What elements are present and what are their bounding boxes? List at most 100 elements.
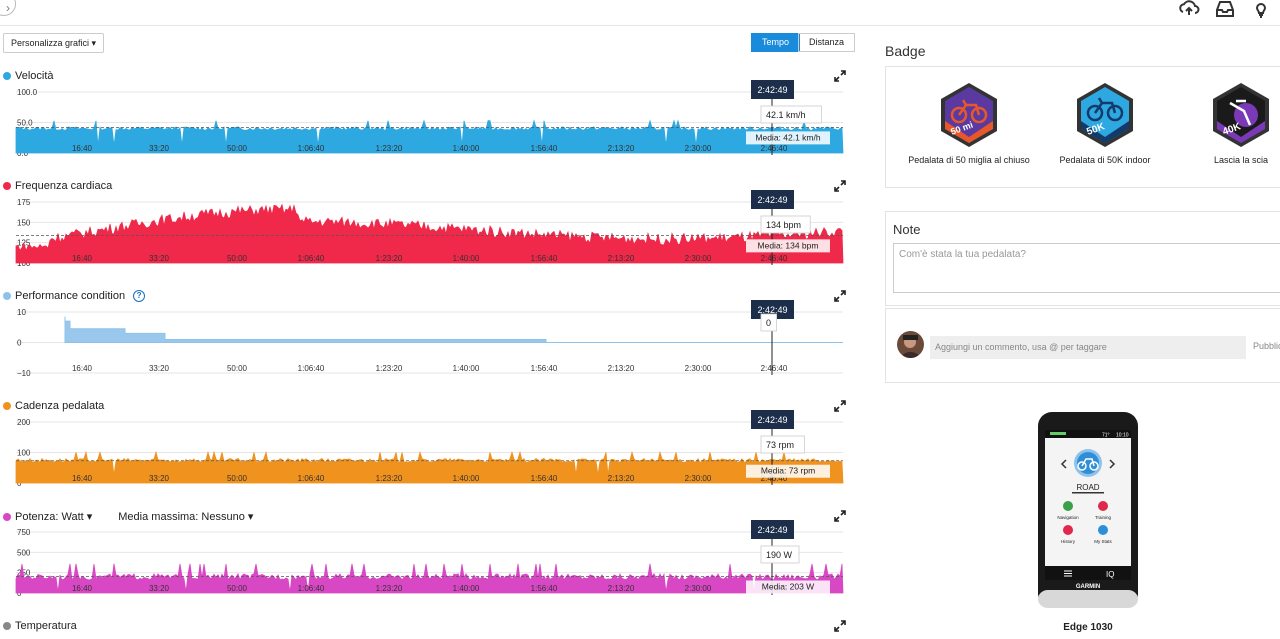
series-area [15, 119, 844, 154]
x-tick-label: 1:23:20 [376, 474, 403, 483]
chart-plot[interactable]: 10 0 −10 16:40 33:20 50:00 1:06:40 1:23:20 1:40:… [0, 300, 860, 398]
expand-icon[interactable] [834, 290, 846, 302]
x-tick-label: 50:00 [227, 364, 248, 373]
x-tick-label: 33:20 [149, 474, 170, 483]
max-average-dropdown[interactable]: Media massima: Nessuno ▾ [118, 511, 254, 523]
series-dot [3, 72, 11, 80]
y-tick-label: 750 [17, 528, 31, 537]
x-tick-label: 1:40:00 [453, 144, 480, 153]
average-label: Media: 203 W [762, 581, 814, 591]
customize-charts-dropdown[interactable]: Personalizza grafici ▾ [3, 33, 105, 53]
series-area [15, 203, 844, 264]
x-tick-label: 1:23:20 [376, 144, 403, 153]
badge-item[interactable]: 50 mi Pedalata di 50 miglia al chiuso [904, 81, 1034, 166]
x-tick-label: 1:06:40 [298, 584, 325, 593]
average-label: Media: 134 bpm [758, 240, 819, 250]
device-menu-label: My Stats [1094, 539, 1112, 544]
expand-icon[interactable] [834, 180, 846, 192]
chart-title: Performance condition? [3, 290, 146, 302]
x-tick-label: 2:30:00 [685, 144, 712, 153]
chart-title-text: Performance condition [15, 290, 126, 302]
device-brand: GARMIN [1076, 584, 1100, 590]
x-tick-label: 2:13:20 [608, 144, 635, 153]
x-tick-label: 2:13:20 [608, 584, 635, 593]
x-tick-label: 1:40:00 [453, 254, 480, 263]
notes-input[interactable]: Com'è stata la tua pedalata? [893, 243, 1280, 293]
badge-50mi-icon: 50 mi [941, 83, 997, 147]
tab-time[interactable]: Tempo [751, 33, 801, 52]
x-tick-label: 16:40 [72, 254, 93, 263]
inbox-icon[interactable] [1214, 0, 1236, 20]
avatar [897, 331, 924, 358]
chart-plot[interactable]: 200 100 0 16:40 33:20 50:00 1:06:40 1:23:20 1:40… [0, 410, 860, 508]
x-tick-label: 33:20 [149, 254, 170, 263]
x-tick-label: 2:46:40 [761, 474, 788, 483]
publish-button[interactable]: Pubblica [1253, 341, 1280, 351]
x-tick-label: 2:13:20 [608, 254, 635, 263]
device-image: 71° 10:10 ROAD Navigation Training Histo… [1036, 410, 1140, 610]
average-label: Media: 73 rpm [761, 466, 815, 476]
lightbulb-icon[interactable] [1250, 0, 1272, 20]
chart-speed: Velocità 100.0 50.0 0.0 16:40 33:20 50:00 1:06:… [0, 68, 860, 178]
chart-perf: Performance condition? 10 0 −10 16:40 33:20 50… [0, 288, 860, 398]
back-button[interactable]: › [0, 0, 16, 16]
expand-icon[interactable] [834, 510, 846, 522]
x-tick-label: 1:06:40 [298, 474, 325, 483]
cursor-value-label: 42.1 km/h [766, 110, 806, 120]
x-tick-label: 50:00 [227, 584, 248, 593]
y-tick-label: 0 [17, 339, 22, 348]
y-tick-label: 250 [17, 569, 31, 578]
badge-item[interactable]: 50K Pedalata di 50K indoor [1040, 81, 1170, 166]
chart-title: Velocità [3, 70, 54, 82]
tab-distance[interactable]: Distanza [798, 33, 856, 52]
series-dot [3, 182, 11, 190]
chart-plot[interactable]: 17515012510016:4033:2050:001:06:401:23:2… [0, 190, 860, 288]
y-tick-label: 50.0 [17, 119, 33, 128]
comment-input[interactable]: Aggiungi un commento, usa @ per taggare [930, 336, 1246, 359]
chart-toolbar: Personalizza grafici ▾ Tempo Distanza [0, 26, 860, 62]
chart-title-text: Cadenza pedalata [15, 400, 105, 412]
x-tick-label: 1:06:40 [298, 364, 325, 373]
chart-plot[interactable]: 750 500 250 0 16:40 33:20 50:00 1:06:40 1:23:20 1… [0, 520, 860, 618]
x-tick-label: 33:20 [149, 364, 170, 373]
chart-title-text: Temperatura [15, 620, 77, 632]
right-panel: Badge 50 mi Pedalata di 50 miglia al chi… [868, 26, 1280, 639]
expand-icon[interactable] [834, 400, 846, 412]
x-tick-label: 1:56:40 [531, 144, 558, 153]
cursor-time-label: 2:42:49 [757, 305, 787, 315]
chart-title[interactable]: Potenza: Watt ▾ Media massima: Nessuno ▾ [3, 510, 253, 523]
x-tick-label: 50:00 [227, 254, 248, 263]
badges-title: Badge [885, 43, 926, 59]
chart-plot[interactable]: 100.0 50.0 0.0 16:40 33:20 50:00 1:06:40 1:23:2… [0, 80, 860, 178]
expand-icon[interactable] [834, 70, 846, 82]
y-tick-label: 0 [17, 589, 22, 598]
y-tick-label: 100.0 [17, 88, 38, 97]
help-icon[interactable]: ? [133, 290, 146, 302]
cursor-time-label: 2:42:49 [757, 85, 787, 95]
chart-cad: Cadenza pedalata 200 100 0 16:40 33:20 50:00 1:… [0, 398, 860, 508]
device-iq-label: IQ [1106, 570, 1114, 579]
x-tick-label: 2:46:40 [761, 364, 788, 373]
x-tick-label: 1:56:40 [531, 364, 558, 373]
device-status-temp: 71° [1102, 433, 1110, 439]
device-menu-label: History [1061, 539, 1076, 544]
badge-40k-icon: 40K [1213, 83, 1269, 147]
chart-title-text: Velocità [15, 70, 54, 82]
expand-icon[interactable] [834, 620, 846, 632]
y-tick-label: 175 [17, 198, 31, 207]
x-tick-label: 2:30:00 [685, 364, 712, 373]
badge-label: Pedalata di 50 miglia al chiuso [908, 155, 1030, 165]
x-tick-label: 1:56:40 [531, 254, 558, 263]
y-tick-label: 0.0 [17, 149, 29, 158]
x-tick-label: 2:30:00 [685, 254, 712, 263]
x-tick-label: 16:40 [72, 144, 93, 153]
badge-item[interactable]: 40K Lascia la scia [1176, 81, 1280, 166]
x-tick-label: 16:40 [72, 364, 93, 373]
cursor-time-label: 2:42:49 [757, 415, 787, 425]
top-bar: › [0, 0, 1280, 26]
series-dot [3, 292, 11, 300]
device-menu-label: Navigation [1057, 515, 1079, 520]
cursor-time-label: 2:42:49 [757, 525, 787, 535]
upload-cloud-icon[interactable] [1178, 0, 1200, 20]
badges-panel: 50 mi Pedalata di 50 miglia al chiuso 50… [885, 66, 1280, 188]
